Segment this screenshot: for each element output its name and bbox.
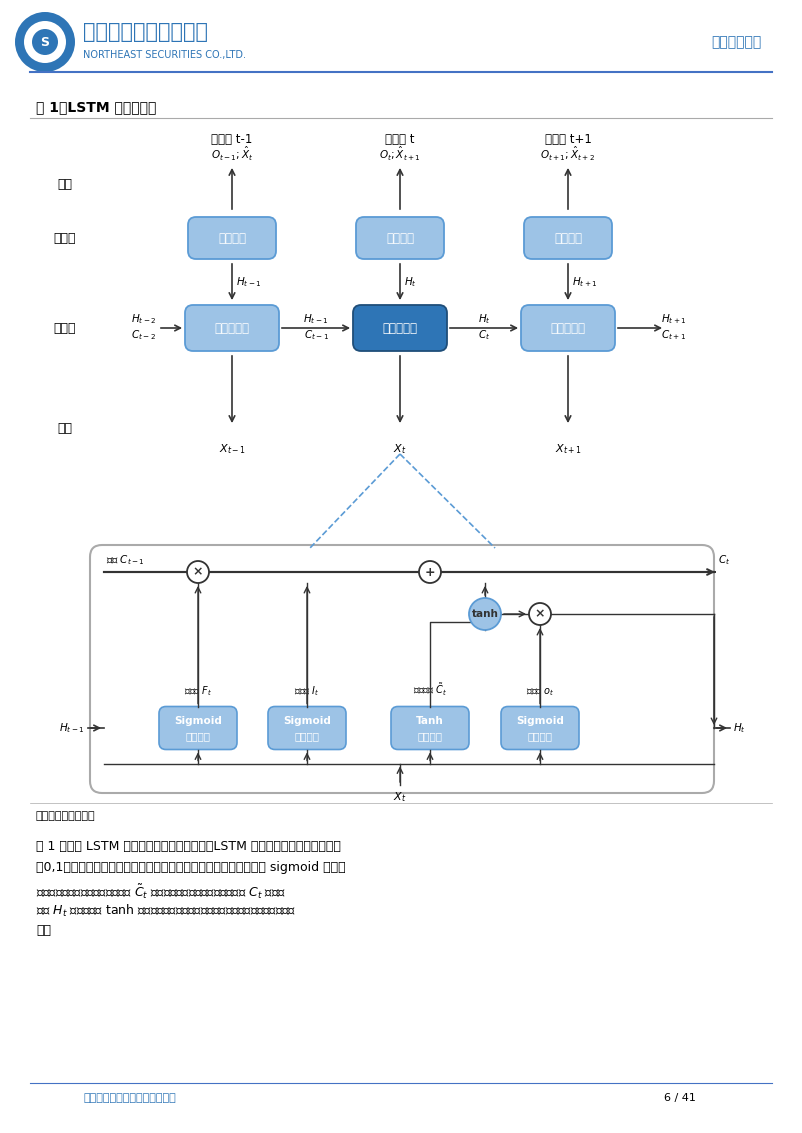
FancyBboxPatch shape [353,305,447,351]
Text: $H_{t-1}$: $H_{t-1}$ [303,312,329,326]
FancyBboxPatch shape [188,218,276,259]
Text: NORTHEAST SECURITIES CO.,LTD.: NORTHEAST SECURITIES CO.,LTD. [83,50,246,60]
Text: 全连接层: 全连接层 [418,731,443,741]
Text: 输入: 输入 [58,421,72,434]
Text: 记忆 $C_{t-1}$: 记忆 $C_{t-1}$ [106,553,145,566]
Text: 同。: 同。 [36,925,51,937]
Text: 隐变量计算: 隐变量计算 [214,322,249,334]
Text: 隐藏层: 隐藏层 [54,322,76,334]
Text: Sigmoid: Sigmoid [174,716,222,726]
Text: 东北证券股份有限公司: 东北证券股份有限公司 [83,22,208,42]
Text: 输出计算: 输出计算 [386,231,414,245]
Text: $O_t;\hat{X}_{t+1}$: $O_t;\hat{X}_{t+1}$ [379,145,421,163]
Text: 输出: 输出 [58,179,72,191]
Text: 为全连接层的激活函数。候选记忆 $\tilde{C}_t$ 则为了保持其值的范围与记忆单元 $C_t$ 以及隐: 为全连接层的激活函数。候选记忆 $\tilde{C}_t$ 则为了保持其值的范围… [36,881,286,901]
FancyBboxPatch shape [391,707,469,750]
Text: 金融工程研究: 金融工程研究 [711,35,762,49]
Text: （0,1）的矩阵，代表输入的数据通过门之后保留的比例，因此选择 sigmoid 函数作: （0,1）的矩阵，代表输入的数据通过门之后保留的比例，因此选择 sigmoid … [36,861,346,874]
Text: $C_{t+1}$: $C_{t+1}$ [661,329,686,342]
Text: $H_t$: $H_t$ [477,312,491,326]
Text: $H_{t-1}$: $H_{t-1}$ [236,275,261,289]
Text: $H_{t-2}$: $H_{t-2}$ [131,312,156,326]
Text: 全连接层: 全连接层 [294,731,319,741]
Text: $X_t$: $X_t$ [393,442,407,455]
Text: $H_{t+1}$: $H_{t+1}$ [661,312,687,326]
Text: 图 1 展示了 LSTM 模型的网络及隐藏层结构。LSTM 模型中的门均为取值范围为: 图 1 展示了 LSTM 模型的网络及隐藏层结构。LSTM 模型中的门均为取值范… [36,840,341,853]
Text: 全连接层: 全连接层 [185,731,210,741]
Text: 输入门 $I_t$: 输入门 $I_t$ [294,684,320,699]
Text: tanh: tanh [472,610,498,619]
FancyBboxPatch shape [159,707,237,750]
Text: 状态 $H_t$ 相同，使用 tanh 函数作为全连接层的激活函数。这四种参数的计算方式相: 状态 $H_t$ 相同，使用 tanh 函数作为全连接层的激活函数。这四种参数的… [36,903,296,919]
Text: Sigmoid: Sigmoid [283,716,331,726]
Text: 时间步 t: 时间步 t [385,133,415,146]
Circle shape [419,561,441,583]
Text: 数据来源：东北证券: 数据来源：东北证券 [36,811,95,821]
Text: 时间步 t+1: 时间步 t+1 [545,133,591,146]
Circle shape [24,22,66,63]
Text: $X_t$: $X_t$ [393,790,407,803]
Text: $O_{t+1};\hat{X}_{t+2}$: $O_{t+1};\hat{X}_{t+2}$ [541,145,596,163]
Text: 遗忘门 $F_t$: 遗忘门 $F_t$ [184,684,213,699]
Text: 输出计算: 输出计算 [554,231,582,245]
Circle shape [469,598,501,630]
Circle shape [529,603,551,625]
Circle shape [32,29,58,56]
Text: Sigmoid: Sigmoid [516,716,564,726]
Text: 时间步 t-1: 时间步 t-1 [211,133,253,146]
FancyBboxPatch shape [90,545,714,793]
Text: $O_{t-1};\hat{X}_t$: $O_{t-1};\hat{X}_t$ [211,145,253,163]
Text: ×: × [192,565,203,579]
Text: S: S [40,35,50,49]
Text: ×: × [535,607,545,621]
Text: 输出计算: 输出计算 [218,231,246,245]
Circle shape [15,12,75,73]
Text: 隐变量计算: 隐变量计算 [550,322,585,334]
Text: 全连接层: 全连接层 [528,731,553,741]
Text: $H_t$: $H_t$ [404,275,417,289]
Text: +: + [425,565,435,579]
Text: 隐变量计算: 隐变量计算 [383,322,418,334]
Text: 请务必阅读正文后的声明及说明: 请务必阅读正文后的声明及说明 [83,1093,176,1104]
FancyBboxPatch shape [524,218,612,259]
Text: $C_{t-1}$: $C_{t-1}$ [303,329,329,342]
FancyBboxPatch shape [185,305,279,351]
Text: $H_t$: $H_t$ [733,721,746,735]
FancyBboxPatch shape [521,305,615,351]
Text: $H_{t+1}$: $H_{t+1}$ [572,275,597,289]
FancyBboxPatch shape [268,707,346,750]
Text: 输出层: 输出层 [54,231,76,245]
Text: $X_{t-1}$: $X_{t-1}$ [218,442,245,455]
Text: 候选记忆 $\tilde{C}_t$: 候选记忆 $\tilde{C}_t$ [413,682,448,699]
Text: $C_t$: $C_t$ [478,329,490,342]
Text: 6 / 41: 6 / 41 [664,1093,696,1104]
Text: $H_{t-1}$: $H_{t-1}$ [59,721,85,735]
Text: Tanh: Tanh [416,716,444,726]
Circle shape [187,561,209,583]
Text: $C_t$: $C_t$ [718,553,731,566]
FancyBboxPatch shape [356,218,444,259]
Text: 输出门 $o_t$: 输出门 $o_t$ [525,687,554,699]
FancyBboxPatch shape [501,707,579,750]
Text: $X_{t+1}$: $X_{t+1}$ [554,442,581,455]
Text: $C_{t-2}$: $C_{t-2}$ [132,329,156,342]
Text: 图 1：LSTM 网络示意图: 图 1：LSTM 网络示意图 [36,100,156,114]
